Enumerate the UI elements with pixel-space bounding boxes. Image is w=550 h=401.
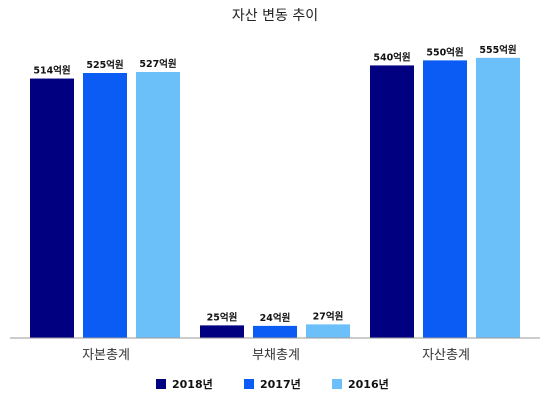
legend: 2018년 2017년 2016년	[156, 377, 389, 391]
bar-1-1	[30, 78, 74, 339]
bar-2-1	[200, 325, 244, 338]
legend-label-1: 2018년	[172, 377, 213, 391]
data-label-1-2: 525억원	[86, 59, 123, 71]
data-label-1-1: 514억원	[33, 65, 70, 77]
data-label-1-3: 527억원	[139, 58, 176, 70]
bar-3-1	[370, 65, 414, 338]
category-label-2: 부채총계	[252, 348, 300, 363]
bars-group	[30, 57, 520, 339]
data-label-3-3: 555억원	[479, 44, 516, 56]
category-label-3: 자산총계	[422, 348, 470, 363]
bar-3-3	[476, 57, 520, 338]
category-label-1: 자본총계	[82, 348, 130, 363]
data-label-3-1: 540억원	[373, 51, 410, 63]
legend-swatch-1	[156, 379, 166, 389]
chart-title: 자산 변동 추이	[232, 8, 318, 24]
legend-swatch-3	[332, 379, 342, 389]
bar-1-3	[136, 71, 180, 338]
data-label-3-2: 550억원	[426, 46, 463, 58]
legend-swatch-2	[244, 379, 254, 389]
data-label-2-3: 27억원	[313, 310, 344, 322]
bar-3-2	[423, 60, 467, 338]
data-label-2-2: 24억원	[260, 312, 291, 324]
category-labels-group: 자본총계 부채총계 자산총계	[82, 348, 470, 363]
legend-label-3: 2016년	[348, 377, 389, 391]
bar-2-3	[306, 324, 350, 338]
bar-1-2	[83, 73, 127, 338]
bar-2-2	[253, 325, 297, 338]
data-labels-group: 514억원 525억원 527억원 25억원 24억원 27억원 540억원 550억원 555…	[33, 44, 516, 324]
data-label-2-1: 25억원	[207, 311, 238, 323]
legend-label-2: 2017년	[260, 377, 301, 391]
